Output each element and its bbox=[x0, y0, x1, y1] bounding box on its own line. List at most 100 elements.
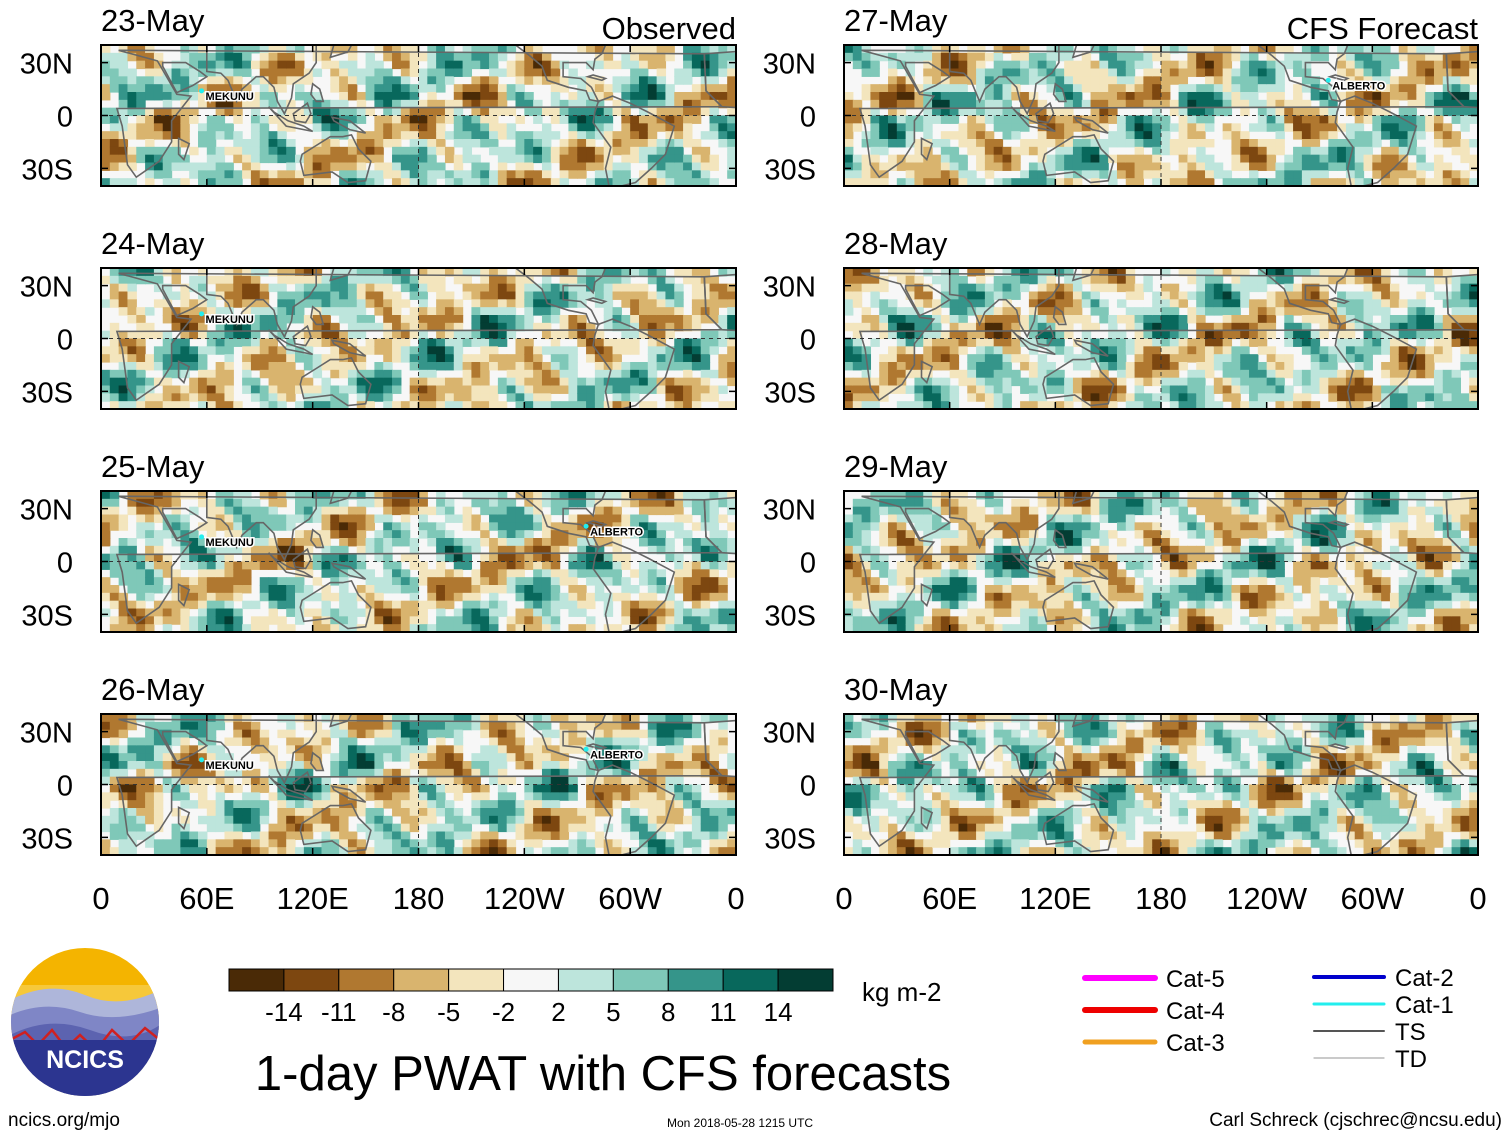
field-cell bbox=[180, 162, 190, 171]
field-cell bbox=[409, 577, 420, 586]
field-cell bbox=[400, 154, 411, 164]
field-cell bbox=[665, 354, 675, 363]
field-cell bbox=[727, 139, 736, 148]
field-cell bbox=[268, 131, 278, 140]
field-cell bbox=[559, 162, 570, 171]
field-cell bbox=[171, 307, 181, 316]
field-cell bbox=[524, 354, 534, 363]
field-cell bbox=[250, 776, 261, 786]
field-cell bbox=[656, 491, 667, 500]
field-cell bbox=[453, 545, 464, 555]
field-cell bbox=[691, 178, 702, 186]
field-cell bbox=[444, 721, 455, 731]
field-cell bbox=[277, 268, 287, 277]
field-cell bbox=[145, 839, 155, 848]
field-cell bbox=[101, 553, 111, 563]
field-cell bbox=[109, 322, 120, 332]
field-cell bbox=[347, 831, 358, 840]
field-cell bbox=[162, 291, 173, 300]
field-cell bbox=[444, 768, 455, 778]
field-cell bbox=[896, 115, 907, 124]
field-cell bbox=[206, 561, 217, 570]
field-cell bbox=[321, 553, 331, 563]
field-cell bbox=[700, 714, 711, 723]
field-cell bbox=[541, 330, 552, 340]
field-cell bbox=[1011, 52, 1021, 62]
field-cell bbox=[559, 84, 570, 93]
field-cell bbox=[462, 275, 473, 285]
field-cell bbox=[984, 52, 995, 62]
field-cell bbox=[312, 401, 323, 409]
field-cell bbox=[594, 569, 605, 578]
field-cell bbox=[356, 362, 367, 371]
field-cell bbox=[356, 784, 367, 793]
field-cell bbox=[586, 275, 596, 285]
field-cell bbox=[118, 721, 129, 731]
field-cell bbox=[691, 616, 702, 625]
field-cell bbox=[550, 115, 561, 124]
field-cell bbox=[374, 154, 384, 164]
field-cell bbox=[330, 847, 340, 855]
field-cell bbox=[630, 346, 640, 355]
field-cell bbox=[462, 354, 473, 363]
field-cell bbox=[462, 839, 473, 848]
field-cell bbox=[392, 76, 402, 85]
field-cell bbox=[330, 530, 340, 539]
field-cell bbox=[242, 506, 252, 516]
field-cell bbox=[621, 146, 631, 156]
field-cell bbox=[444, 761, 455, 770]
field-cell bbox=[277, 291, 287, 300]
field-cell bbox=[497, 307, 508, 316]
y-tick-label: 30N bbox=[20, 49, 73, 81]
field-cell bbox=[383, 307, 393, 316]
field-cell bbox=[365, 600, 375, 610]
coastline bbox=[299, 356, 372, 407]
field-cell bbox=[206, 800, 217, 809]
field-cell bbox=[303, 792, 314, 801]
field-cell bbox=[905, 45, 916, 54]
field-cell bbox=[277, 577, 287, 586]
field-cell bbox=[356, 346, 367, 355]
field-cell bbox=[436, 577, 446, 586]
field-cell bbox=[171, 721, 181, 731]
field-cell bbox=[727, 68, 736, 77]
field-cell bbox=[427, 761, 437, 770]
field-cell bbox=[233, 268, 243, 277]
field-cell bbox=[400, 776, 411, 786]
field-cell bbox=[215, 768, 226, 778]
field-cell bbox=[180, 784, 190, 793]
field-cell bbox=[861, 45, 872, 54]
field-cell bbox=[718, 768, 728, 778]
field-cell bbox=[330, 768, 340, 778]
field-cell bbox=[665, 585, 675, 594]
field-cell bbox=[905, 178, 916, 186]
field-cell bbox=[506, 569, 517, 578]
field-cell bbox=[524, 139, 534, 148]
field-cell bbox=[392, 522, 402, 531]
field-cell bbox=[153, 768, 164, 778]
field-cell bbox=[453, 847, 464, 855]
field-cell bbox=[958, 99, 968, 109]
field-cell bbox=[524, 385, 534, 394]
field-cell bbox=[277, 839, 287, 848]
field-cell bbox=[215, 369, 226, 379]
field-cell bbox=[1081, 99, 1092, 109]
field-cell bbox=[656, 283, 667, 293]
field-cell bbox=[162, 729, 173, 739]
field-cell bbox=[541, 498, 552, 508]
field-cell bbox=[471, 498, 481, 508]
field-cell bbox=[171, 92, 181, 101]
field-cell bbox=[189, 847, 199, 855]
field-cell bbox=[374, 299, 384, 308]
field-cell bbox=[145, 721, 155, 731]
field-cell bbox=[550, 68, 561, 77]
field-cell bbox=[612, 776, 622, 786]
field-cell bbox=[259, 131, 270, 140]
field-cell bbox=[993, 139, 1004, 148]
field-cell bbox=[453, 299, 464, 308]
field-cell bbox=[321, 362, 331, 371]
field-cell bbox=[462, 592, 473, 602]
field-cell bbox=[905, 92, 916, 101]
field-cell bbox=[727, 315, 736, 324]
field-cell bbox=[339, 737, 349, 746]
